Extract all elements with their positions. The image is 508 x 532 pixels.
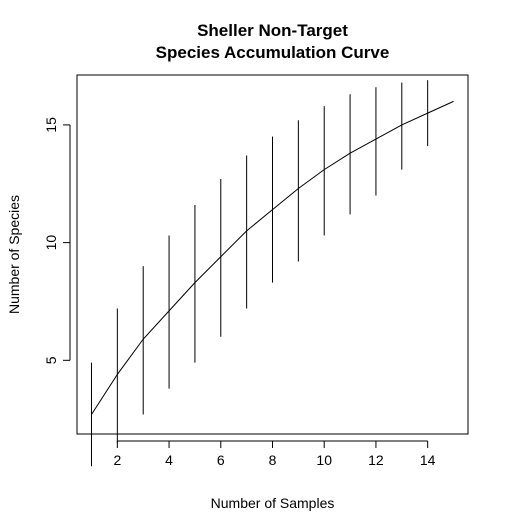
x-tick-label: 8 (269, 452, 277, 468)
y-tick-label: 5 (43, 356, 59, 364)
y-tick-label: 10 (43, 235, 59, 251)
chart-title-line-1: Sheller Non-Target (197, 21, 348, 40)
series-line-species-accumulation (91, 100, 454, 415)
x-tick-label: 14 (420, 452, 436, 468)
plot-frame (76, 74, 469, 435)
x-tick-label: 4 (165, 452, 173, 468)
x-tick-label: 2 (113, 452, 121, 468)
x-axis-label: Number of Samples (211, 495, 335, 511)
y-axis: 5 10 15 (43, 117, 71, 364)
chart-title-line-2: Species Accumulation Curve (156, 43, 390, 62)
error-bars-group (90, 80, 429, 467)
x-tick-label: 10 (316, 452, 332, 468)
x-axis: 2 4 6 8 10 12 14 (113, 440, 436, 468)
x-tick-label: 6 (217, 452, 225, 468)
y-axis-label: Number of Species (6, 195, 22, 314)
y-tick-label: 15 (43, 117, 59, 133)
x-tick-label: 12 (368, 452, 384, 468)
